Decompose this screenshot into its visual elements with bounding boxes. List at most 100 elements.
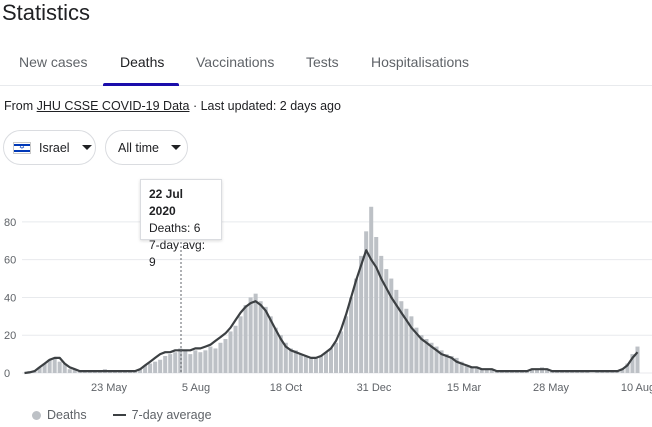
y-tick-label: 0: [4, 368, 10, 380]
chart-tooltip: 22 Jul 2020 Deaths: 6 7-day avg: 9: [140, 179, 222, 269]
x-tick-label: 15 Mar: [447, 382, 482, 394]
y-axis-ticks: 0 20 40 60 80: [4, 217, 16, 380]
deaths-bar: [389, 278, 394, 373]
deaths-bar: [193, 350, 198, 373]
y-tick-label: 80: [4, 217, 16, 229]
tab-tests[interactable]: Tests: [306, 54, 339, 70]
deaths-bar: [318, 356, 323, 373]
source-link[interactable]: JHU CSSE COVID-19 Data: [36, 99, 190, 113]
deaths-bar: [409, 316, 414, 373]
deaths-bar: [198, 352, 203, 373]
deaths-bar: [243, 305, 248, 373]
deaths-bar: [208, 346, 213, 373]
time-range-label: All time: [118, 140, 159, 155]
deaths-legend-marker: [32, 410, 41, 420]
deaths-bar: [489, 369, 494, 373]
deaths-bar: [67, 369, 72, 373]
deaths-bar: [47, 359, 52, 373]
seven-day-average-line: [24, 249, 639, 375]
x-tick-label: 28 May: [533, 382, 570, 394]
source-line: From JHU CSSE COVID-19 Data · Last updat…: [4, 99, 341, 113]
deaths-bar: [278, 335, 283, 373]
deaths-bar: [308, 357, 313, 373]
y-tick-label: 40: [4, 292, 16, 304]
deaths-bar: [630, 354, 635, 373]
country-selector[interactable]: ✡ Israel: [3, 130, 96, 165]
deaths-bar: [268, 316, 273, 373]
deaths-bar: [344, 316, 349, 373]
chart-bars: [27, 206, 640, 373]
tab-new-cases[interactable]: New cases: [19, 54, 88, 70]
deaths-bar: [298, 354, 303, 373]
deaths-bar: [313, 357, 318, 373]
deaths-bar: [374, 237, 379, 373]
deaths-bar: [143, 365, 148, 373]
deaths-bar: [469, 367, 474, 373]
legend-deaths-label: Deaths: [47, 408, 87, 422]
tooltip-deaths: Deaths: 6: [149, 221, 201, 235]
deaths-bar: [534, 369, 540, 373]
deaths-bar: [479, 369, 484, 373]
deaths-bar: [248, 297, 253, 373]
deaths-bar: [354, 278, 359, 373]
page-title: Statistics: [2, 0, 91, 25]
deaths-bar: [223, 339, 228, 373]
deaths-bar: [258, 301, 263, 373]
deaths-bar: [288, 348, 293, 373]
deaths-bar: [213, 348, 218, 373]
deaths-bar: [188, 354, 193, 373]
chevron-down-icon: [170, 145, 181, 150]
deaths-bar: [459, 361, 464, 373]
x-axis-ticks: 23 May 5 Aug 18 Oct 31 Dec 15 Mar 28 May 10 Au…: [91, 382, 652, 394]
deaths-bar: [138, 369, 143, 373]
deaths-bar: [273, 327, 278, 373]
deaths-bar: [434, 346, 439, 373]
deaths-bar: [228, 331, 233, 373]
y-tick-label: 60: [4, 255, 16, 267]
deaths-bar: [399, 301, 404, 373]
deaths-bar: [168, 354, 173, 373]
deaths-bar: [62, 363, 67, 373]
deaths-bar: [444, 354, 449, 373]
deaths-bar: [303, 356, 308, 373]
deaths-bar: [404, 308, 409, 373]
legend-average-label: 7-day average: [131, 408, 212, 422]
time-range-selector[interactable]: All time: [105, 130, 188, 165]
chart-legend: Deaths 7-day average: [32, 408, 212, 422]
deaths-bar: [233, 325, 238, 373]
deaths-bar: [625, 363, 630, 373]
country-label: Israel: [39, 140, 70, 155]
deaths-bar: [484, 369, 489, 373]
deaths-bar: [42, 363, 47, 373]
deaths-bar: [545, 369, 550, 373]
deaths-bar: [454, 357, 459, 373]
deaths-bar: [328, 348, 334, 373]
last-updated: · Last updated: 2 days ago: [189, 99, 341, 113]
deaths-bar: [158, 359, 163, 373]
deaths-bar: [424, 339, 429, 373]
average-legend-marker: [112, 414, 126, 416]
tab-deaths[interactable]: Deaths: [120, 54, 165, 70]
deaths-bar: [334, 342, 339, 373]
tab-hospitalisations[interactable]: Hospitalisations: [371, 54, 470, 70]
deaths-bar: [620, 369, 625, 373]
deaths-bar: [464, 365, 469, 373]
deaths-bar: [57, 361, 62, 373]
deaths-bar: [379, 255, 384, 373]
deaths-bar: [439, 350, 444, 373]
deaths-bar: [178, 348, 183, 373]
deaths-bar: [323, 352, 328, 373]
x-tick-label: 10 Aug: [621, 382, 652, 394]
deaths-bar: [474, 367, 479, 373]
deaths-bar: [449, 356, 454, 373]
x-tick-label: 18 Oct: [270, 382, 302, 394]
deaths-bar: [72, 369, 77, 373]
tab-vaccinations[interactable]: Vaccinations: [196, 54, 275, 70]
deaths-bar: [218, 342, 223, 373]
tab-bar: New cases Deaths Vaccinations Tests Hosp…: [0, 44, 652, 86]
deaths-bar: [238, 316, 243, 373]
source-prefix: From: [4, 99, 37, 113]
x-tick-label: 31 Dec: [357, 382, 392, 394]
deaths-bar: [253, 293, 258, 373]
